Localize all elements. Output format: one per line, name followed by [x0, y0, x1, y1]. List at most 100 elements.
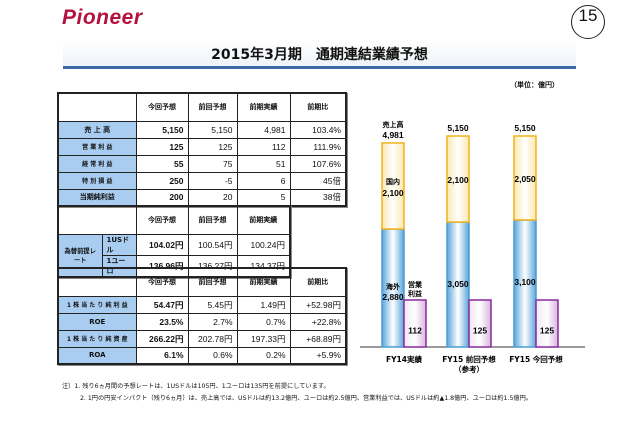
domestic-title: 国内 — [386, 177, 400, 186]
row-label: 特 別 損 益 — [57, 171, 137, 190]
domestic-label: 2,100 — [382, 188, 404, 198]
note-1: 注）1. 残り6ヵ月間の予想レートは、1USドルは105円、1ユーロは135円を… — [62, 383, 330, 390]
exchange-rate-table: 今回予想 前回予想 前期実績 為替前提レート 1USドル 104.02円 100.54円 10… — [57, 205, 291, 278]
bar-operating-profit — [403, 299, 427, 348]
column-header — [57, 92, 137, 122]
cell: 200 — [135, 188, 189, 207]
row-label: 売 上 高 — [57, 120, 137, 139]
cell: 100.24円 — [236, 233, 291, 256]
row-label: 当期純利益 — [57, 188, 137, 207]
cell: 107.6% — [289, 154, 347, 173]
cell: 0.7% — [236, 312, 291, 331]
overseas-label: 3,050 — [447, 279, 469, 289]
table-row: 売 上 高 5,150 5,150 4,981 103.4% — [57, 120, 347, 139]
cell: 104.02円 — [135, 233, 189, 256]
cell: 0.2% — [236, 346, 291, 365]
column-header: 前期実績 — [236, 92, 291, 122]
cell: +5.9% — [289, 346, 347, 365]
domestic-label: 2,050 — [514, 174, 536, 184]
cell: +22.8% — [289, 312, 347, 331]
total-label: 4,981 — [382, 130, 404, 140]
category-sublabel: （参考） — [454, 364, 484, 374]
overseas-label: 2,880 — [382, 292, 404, 302]
cell: 23.5% — [135, 312, 189, 331]
column-header: 前回予想 — [187, 205, 238, 235]
cell: +68.89円 — [289, 329, 347, 348]
column-header: 前期比 — [289, 267, 347, 297]
cell: 45倍 — [289, 171, 347, 190]
cell: 38倍 — [289, 188, 347, 207]
cell: 5,150 — [135, 120, 189, 139]
bar-domestic — [381, 142, 405, 230]
per-share-table: 今回予想 前回予想 前期実績 前期比 1 株 当 た り 純 利 益 54.47円 5.45… — [57, 267, 347, 365]
row-label: 1 株 当 た り 純 利 益 — [57, 295, 137, 314]
cell: 51 — [236, 154, 291, 173]
table-row: 経 常 利 益 55 75 51 107.6% — [57, 154, 347, 173]
cell: 100.54円 — [187, 233, 238, 256]
cell: 54.47円 — [135, 295, 189, 314]
page-title: 2015年3月期 通期連結業績予想 — [211, 47, 428, 63]
profit-title: 利益 — [408, 289, 422, 298]
table-row: 1 株 当 た り 純 資 産 266.22円 202.78円 197.33円 +68.… — [57, 329, 347, 348]
cell: -5 — [187, 171, 238, 190]
category-label: FY15 前回予想 — [442, 354, 496, 364]
cell: 20 — [187, 188, 238, 207]
profit-title: 営業 — [408, 280, 423, 289]
page-number: 15 — [571, 5, 605, 39]
column-header: 今回予想 — [135, 267, 189, 297]
bar-domestic — [513, 135, 537, 221]
bar-operating-profit — [468, 299, 492, 348]
header-row: 今回予想 前回予想 前期実績 — [57, 205, 291, 235]
table-row: 為替前提レート 1USドル 104.02円 100.54円 100.24円 — [57, 233, 291, 277]
cell: 5 — [236, 188, 291, 207]
total-label: 5,150 — [447, 123, 469, 133]
overseas-label: 3,100 — [514, 277, 536, 287]
table-row: ROA 6.1% 0.6% 0.2% +5.9% — [57, 346, 347, 365]
column-header: 前期比 — [289, 92, 347, 122]
overseas-title: 海外 — [386, 282, 400, 291]
unit-label: （単位：億円） — [510, 81, 559, 89]
cell: 55 — [135, 154, 189, 173]
pioneer-logo: Pioneer — [62, 6, 143, 29]
cell: 4,981 — [236, 120, 291, 139]
row-label: 1USドル — [101, 233, 137, 256]
column-header: 前期実績 — [236, 205, 291, 235]
cell: 6.1% — [135, 346, 189, 365]
row-label: 経 常 利 益 — [57, 154, 137, 173]
row-label: ROA — [57, 346, 137, 365]
cell: 6 — [236, 171, 291, 190]
profit-label: 125 — [540, 326, 554, 336]
bar-operating-profit — [535, 299, 559, 348]
cell: 1.49円 — [236, 295, 291, 314]
table-row: 1 株 当 た り 純 利 益 54.47円 5.45円 1.49円 +52.98円 — [57, 295, 347, 314]
cell: 5.45円 — [187, 295, 238, 314]
cell: 250 — [135, 171, 189, 190]
cell: 202.78円 — [187, 329, 238, 348]
note-2: 2. 1円の円安インパクト（残り6ヵ月）は、売上高では、USドルは約13.2億円… — [80, 395, 532, 402]
row-label: 営 業 利 益 — [57, 137, 137, 156]
column-header: 今回予想 — [135, 92, 189, 122]
header-row: 今回予想 前回予想 前期実績 前期比 — [57, 92, 347, 122]
cell: 112 — [236, 137, 291, 156]
column-header: 前回予想 — [187, 267, 238, 297]
category-label: FY15 今回予想 — [509, 354, 563, 364]
column-header: 前回予想 — [187, 92, 238, 122]
cell: 2.7% — [187, 312, 238, 331]
cell: 103.4% — [289, 120, 347, 139]
row-label: ROE — [57, 312, 137, 331]
cell: 111.9% — [289, 137, 347, 156]
cell: 266.22円 — [135, 329, 189, 348]
row-label: 1 株 当 た り 純 資 産 — [57, 329, 137, 348]
column-header — [57, 205, 137, 235]
cell: 5,150 — [187, 120, 238, 139]
domestic-label: 2,100 — [447, 175, 469, 185]
table-row: ROE 23.5% 2.7% 0.7% +22.8% — [57, 312, 347, 331]
table-row: 特 別 損 益 250 -5 6 45倍 — [57, 171, 347, 190]
bar-domestic — [446, 135, 470, 223]
results-forecast-table: 今回予想 前回予想 前期実績 前期比売 上 高 5,150 5,150 4,981 103.4… — [57, 92, 347, 207]
total-title: 売上高 — [383, 120, 404, 129]
title-band — [63, 40, 576, 69]
column-header: 今回予想 — [135, 205, 189, 235]
header-row: 今回予想 前回予想 前期実績 前期比 — [57, 267, 347, 297]
profit-label: 125 — [473, 326, 487, 336]
